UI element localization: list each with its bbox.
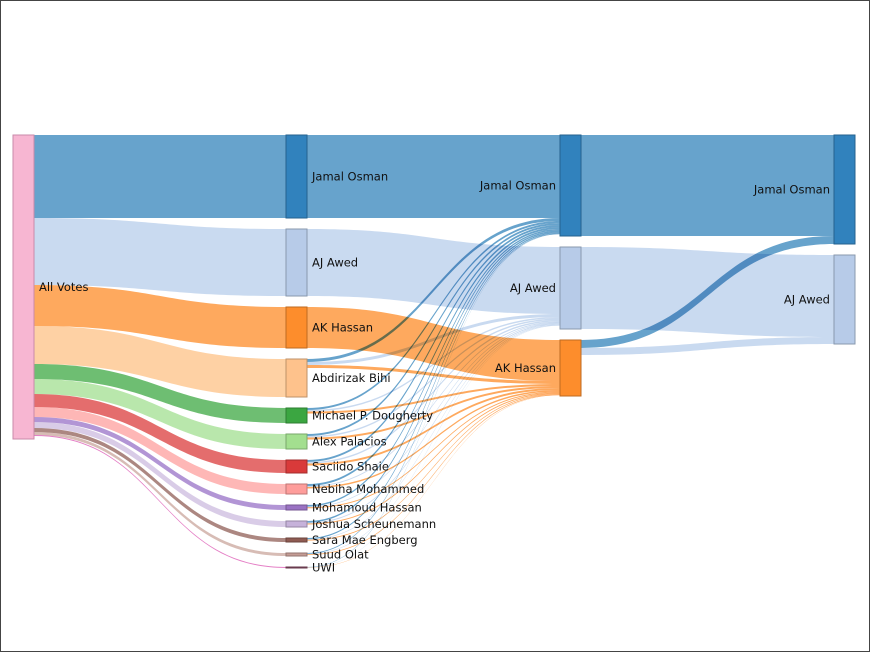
link-all-votes-r0-to-saciido-shaie-r1[interactable] bbox=[34, 394, 286, 473]
node-label-jamal-osman-round-2: Jamal Osman bbox=[479, 179, 556, 193]
node-jamal-osman-round-3[interactable] bbox=[833, 134, 856, 245]
link-joshua-scheunemann-r1-to-aj-awed-r2[interactable] bbox=[307, 323, 560, 524]
node-label-uwi-round-1: UWI bbox=[312, 561, 335, 575]
link-jamal-osman-r1-to-jamal-osman-r2[interactable] bbox=[307, 135, 560, 218]
link-sara-mae-engberg-r1-to-ak-hassan-r2[interactable] bbox=[307, 393, 560, 541]
nodes-layer bbox=[12, 134, 856, 569]
link-sara-mae-engberg-r1-to-aj-awed-r2[interactable] bbox=[307, 324, 560, 540]
node-label-all-votes-round-0: All Votes bbox=[39, 280, 89, 294]
node-label-alex-palacios-round-1: Alex Palacios bbox=[312, 435, 387, 449]
node-label-jamal-osman-round-1: Jamal Osman bbox=[311, 170, 388, 184]
node-label-joshua-scheunemann-round-1: Joshua Scheunemann bbox=[311, 517, 436, 531]
node-label-abdirizak-bihi-round-1: Abdirizak Bihi bbox=[312, 371, 391, 385]
link-ak-hassan-r2-to-aj-awed-r3[interactable] bbox=[581, 337, 834, 355]
link-saciido-shaie-r1-to-aj-awed-r2[interactable] bbox=[307, 320, 560, 464]
link-abdirizak-bihi-r1-to-ak-hassan-r2[interactable] bbox=[307, 365, 560, 384]
link-all-votes-r0-to-mohamoud-hassan-r1[interactable] bbox=[34, 417, 286, 510]
node-all-votes-round-0[interactable] bbox=[12, 134, 35, 440]
node-label-ak-hassan-round-1: AK Hassan bbox=[312, 321, 373, 335]
link-alex-palacios-r1-to-jamal-osman-r2[interactable] bbox=[307, 223, 560, 436]
link-mohamoud-hassan-r1-to-jamal-osman-r2[interactable] bbox=[307, 229, 560, 507]
node-label-aj-awed-round-1: AJ Awed bbox=[312, 256, 358, 270]
node-label-ak-hassan-round-2: AK Hassan bbox=[495, 361, 556, 375]
node-alex-palacios-round-1[interactable] bbox=[285, 433, 308, 450]
node-uwi-round-1[interactable] bbox=[285, 566, 308, 569]
link-uwi-r1-to-jamal-osman-r2[interactable] bbox=[307, 234, 560, 568]
link-all-votes-r0-to-jamal-osman-r1[interactable] bbox=[34, 135, 286, 218]
node-michael-p-dougherty-round-1[interactable] bbox=[285, 407, 308, 424]
node-jamal-osman-round-1[interactable] bbox=[285, 134, 308, 219]
link-sara-mae-engberg-r1-to-jamal-osman-r2[interactable] bbox=[307, 232, 560, 540]
node-label-suud-olat-round-1: Suud Olat bbox=[312, 548, 369, 562]
link-all-votes-r0-to-abdirizak-bihi-r1[interactable] bbox=[34, 326, 286, 397]
node-label-aj-awed-round-3: AJ Awed bbox=[784, 293, 830, 307]
link-all-votes-r0-to-joshua-scheunemann-r1[interactable] bbox=[34, 422, 286, 527]
node-label-jamal-osman-round-3: Jamal Osman bbox=[753, 183, 830, 197]
node-aj-awed-round-3[interactable] bbox=[833, 254, 856, 345]
link-all-votes-r0-to-nebiha-mohammed-r1[interactable] bbox=[34, 407, 286, 494]
link-all-votes-r0-to-aj-awed-r1[interactable] bbox=[34, 218, 286, 296]
link-jamal-osman-r2-to-jamal-osman-r3[interactable] bbox=[581, 135, 834, 236]
link-alex-palacios-r1-to-ak-hassan-r2[interactable] bbox=[307, 386, 560, 440]
link-suud-olat-r1-to-aj-awed-r2[interactable] bbox=[307, 324, 560, 555]
link-all-votes-r0-to-suud-olat-r1[interactable] bbox=[34, 432, 286, 556]
node-nebiha-mohammed-round-1[interactable] bbox=[285, 483, 308, 495]
node-sara-mae-engberg-round-1[interactable] bbox=[285, 537, 308, 543]
link-nebiha-mohammed-r1-to-ak-hassan-r2[interactable] bbox=[307, 390, 560, 489]
link-abdirizak-bihi-r1-to-aj-awed-r2[interactable] bbox=[307, 314, 560, 365]
link-all-votes-r0-to-alex-palacios-r1[interactable] bbox=[34, 379, 286, 449]
link-all-votes-r0-to-ak-hassan-r1[interactable] bbox=[34, 285, 286, 348]
link-saciido-shaie-r1-to-ak-hassan-r2[interactable] bbox=[307, 388, 560, 466]
link-abdirizak-bihi-r1-to-jamal-osman-r2[interactable] bbox=[307, 218, 560, 362]
link-ak-hassan-r2-to-jamal-osman-r3[interactable] bbox=[581, 236, 834, 348]
link-mohamoud-hassan-r1-to-aj-awed-r2[interactable] bbox=[307, 322, 560, 508]
link-nebiha-mohammed-r1-to-jamal-osman-r2[interactable] bbox=[307, 227, 560, 486]
node-joshua-scheunemann-round-1[interactable] bbox=[285, 520, 308, 528]
link-joshua-scheunemann-r1-to-ak-hassan-r2[interactable] bbox=[307, 392, 560, 525]
node-abdirizak-bihi-round-1[interactable] bbox=[285, 358, 308, 398]
node-mohamoud-hassan-round-1[interactable] bbox=[285, 504, 308, 511]
link-all-votes-r0-to-michael-p-dougherty-r1[interactable] bbox=[34, 364, 286, 423]
link-michael-p-dougherty-r1-to-ak-hassan-r2[interactable] bbox=[307, 384, 560, 414]
node-label-nebiha-mohammed-round-1: Nebiha Mohammed bbox=[312, 482, 424, 496]
node-aj-awed-round-1[interactable] bbox=[285, 228, 308, 297]
node-suud-olat-round-1[interactable] bbox=[285, 552, 308, 557]
node-label-sara-mae-engberg-round-1: Sara Mae Engberg bbox=[312, 533, 418, 547]
node-aj-awed-round-2[interactable] bbox=[559, 246, 582, 330]
link-michael-p-dougherty-r1-to-aj-awed-r2[interactable] bbox=[307, 317, 560, 412]
node-ak-hassan-round-1[interactable] bbox=[285, 306, 308, 349]
link-uwi-r1-to-ak-hassan-r2[interactable] bbox=[307, 395, 560, 568]
link-all-votes-r0-to-sara-mae-engberg-r1[interactable] bbox=[34, 428, 286, 542]
link-michael-p-dougherty-r1-to-jamal-osman-r2[interactable] bbox=[307, 221, 560, 410]
link-suud-olat-r1-to-ak-hassan-r2[interactable] bbox=[307, 394, 560, 555]
link-nebiha-mohammed-r1-to-aj-awed-r2[interactable] bbox=[307, 321, 560, 488]
link-all-votes-r0-to-uwi-r1[interactable] bbox=[34, 435, 286, 568]
node-jamal-osman-round-2[interactable] bbox=[559, 134, 582, 237]
link-mohamoud-hassan-r1-to-ak-hassan-r2[interactable] bbox=[307, 391, 560, 509]
node-label-saciido-shaie-round-1: Saciido Shaie bbox=[312, 460, 389, 474]
node-label-michael-p-dougherty-round-1: Michael P. Dougherty bbox=[312, 409, 433, 423]
node-saciido-shaie-round-1[interactable] bbox=[285, 459, 308, 474]
node-label-mohamoud-hassan-round-1: Mohamoud Hassan bbox=[312, 501, 422, 515]
labels-layer: All Votes Jamal Osman AJ Awed AK Hassan Abdi… bbox=[39, 170, 830, 575]
links-layer bbox=[34, 135, 834, 568]
node-label-aj-awed-round-2: AJ Awed bbox=[510, 281, 556, 295]
link-alex-palacios-r1-to-aj-awed-r2[interactable] bbox=[307, 318, 560, 438]
node-ak-hassan-round-2[interactable] bbox=[559, 339, 582, 397]
link-uwi-r1-to-aj-awed-r2[interactable] bbox=[307, 325, 560, 568]
link-saciido-shaie-r1-to-jamal-osman-r2[interactable] bbox=[307, 225, 560, 462]
link-joshua-scheunemann-r1-to-jamal-osman-r2[interactable] bbox=[307, 230, 560, 523]
link-suud-olat-r1-to-jamal-osman-r2[interactable] bbox=[307, 233, 560, 554]
